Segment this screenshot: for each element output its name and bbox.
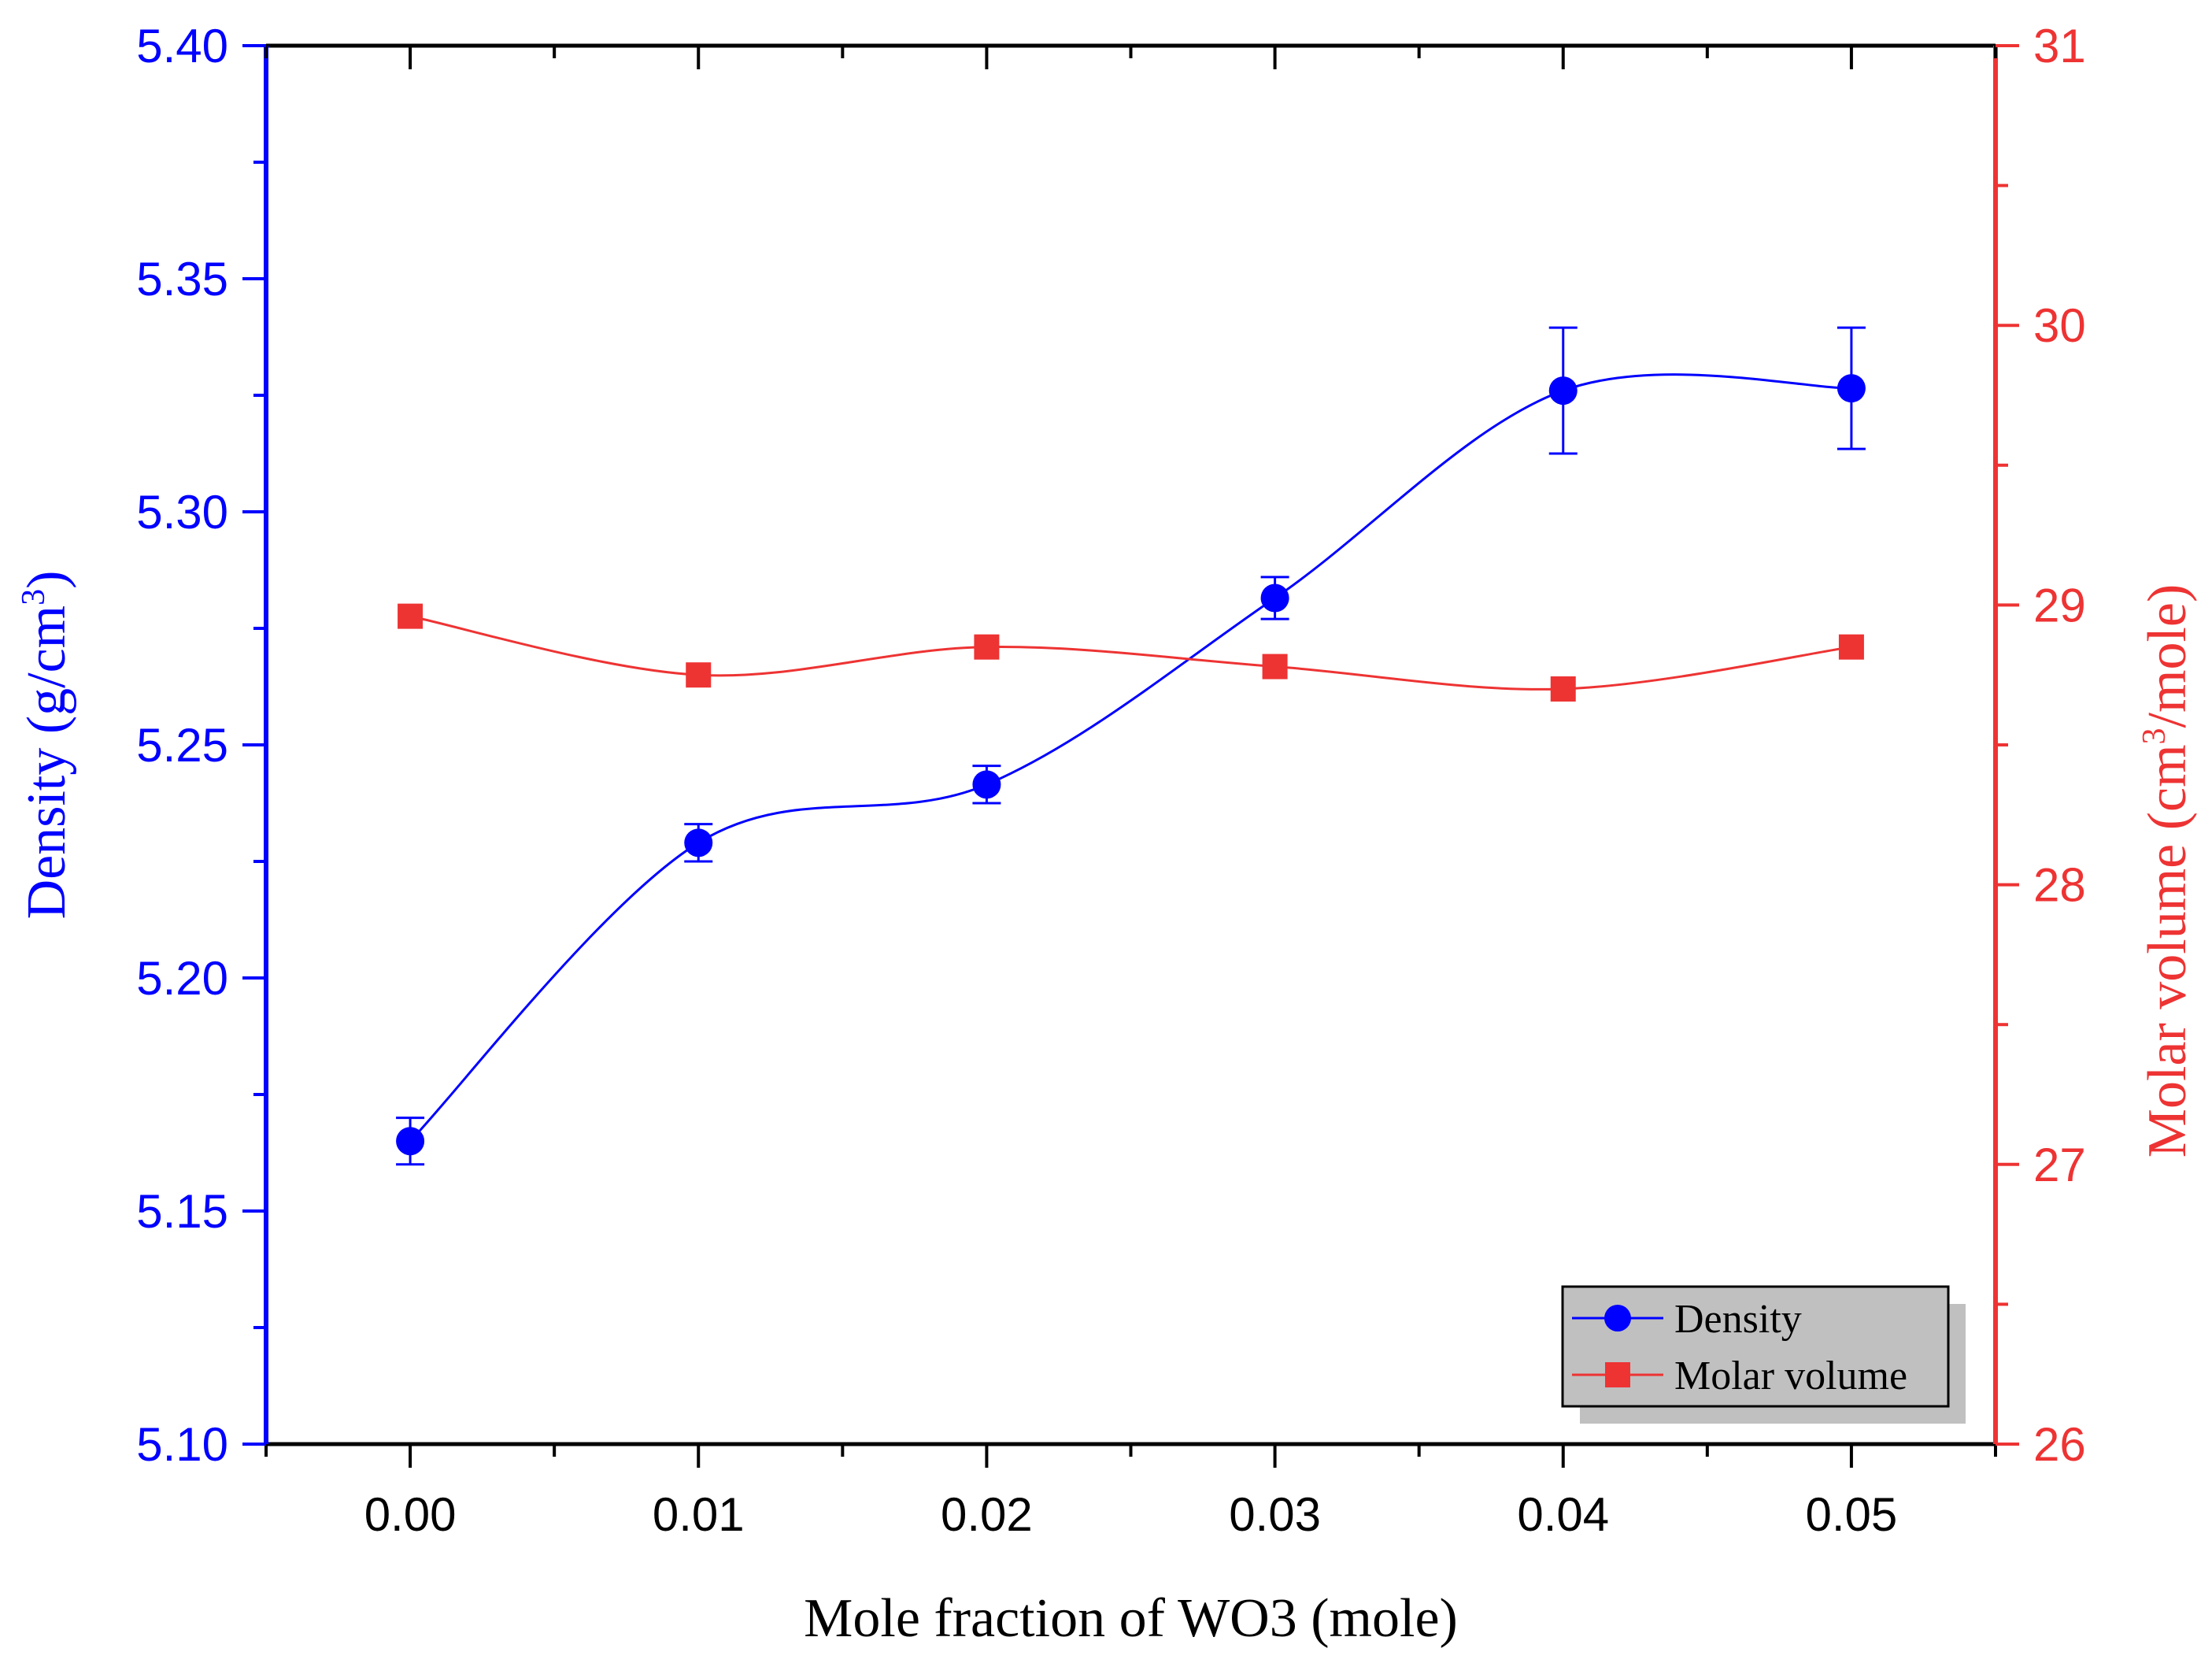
molar-volume-point [1838, 634, 1864, 660]
series-density [396, 326, 1866, 1166]
y-right-title-sup: 3 [2136, 728, 2173, 744]
x-tick-label: 0.00 [364, 1488, 457, 1541]
molar-volume-point [686, 662, 712, 688]
density-point [684, 828, 713, 857]
y-left-tick-label: 5.20 [136, 952, 228, 1005]
density-point [972, 770, 1001, 799]
y-right-tick-label: 26 [2033, 1418, 2086, 1471]
legend-marker-molar-volume [1605, 1362, 1630, 1387]
y-right-tick-label: 27 [2033, 1139, 2086, 1191]
x-tick-label: 0.05 [1806, 1488, 1898, 1541]
y-right-tick-label: 29 [2033, 579, 2086, 631]
y-left-tick-label: 5.15 [136, 1185, 228, 1238]
x-tick-label: 0.02 [941, 1488, 1033, 1541]
y-left-tick-label: 5.35 [136, 253, 228, 306]
y-left-tick-label: 5.25 [136, 719, 228, 772]
y-right-tick-label: 28 [2033, 859, 2086, 912]
molar-volume-point [1262, 654, 1288, 680]
legend-label-molar-volume: Molar volume [1674, 1354, 1907, 1398]
x-tick-label: 0.03 [1229, 1488, 1321, 1541]
legend-label-density: Density [1674, 1297, 1802, 1342]
x-tick-label: 0.04 [1517, 1488, 1609, 1541]
x-axis-title: Mole fraction of WO3 (mole) [804, 1588, 1458, 1649]
density-point [396, 1127, 425, 1156]
density-point [1548, 376, 1578, 406]
legend-entry-molar-volume: Molar volume [1572, 1354, 1907, 1398]
y-right-tick-label: 31 [2033, 20, 2086, 72]
y-left-tick-label: 5.10 [136, 1418, 228, 1471]
y-right-title-end: /mole) [2137, 584, 2198, 728]
y-right-tick-label: 30 [2033, 299, 2086, 352]
y-left-tick-label: 5.40 [136, 20, 228, 72]
x-tick-label: 0.01 [653, 1488, 745, 1541]
y-left-title-sup: 3 [16, 589, 52, 606]
legend-marker-density [1604, 1305, 1631, 1332]
y-left-title-end: ) [17, 571, 77, 589]
legend-entry-density: Density [1572, 1297, 1802, 1342]
density-line [409, 373, 1851, 1143]
series-molar-volume [398, 603, 1864, 702]
y-right-axis-title: Molar volume (cm3/mole) [2136, 584, 2198, 1158]
molar-volume-point [398, 603, 424, 629]
y-right-title-main: Molar volume (cm [2137, 744, 2198, 1157]
density-point [1260, 583, 1289, 613]
molar-volume-point [974, 634, 1000, 660]
y-left-tick-label: 5.30 [136, 486, 228, 539]
molar-volume-line [409, 615, 1852, 691]
density-point [1837, 374, 1866, 403]
y-left-title-main: Density (g/cm [17, 606, 77, 920]
y-left-axis-title: Density (g/cm3) [16, 571, 77, 920]
molar-volume-point [1550, 676, 1576, 702]
